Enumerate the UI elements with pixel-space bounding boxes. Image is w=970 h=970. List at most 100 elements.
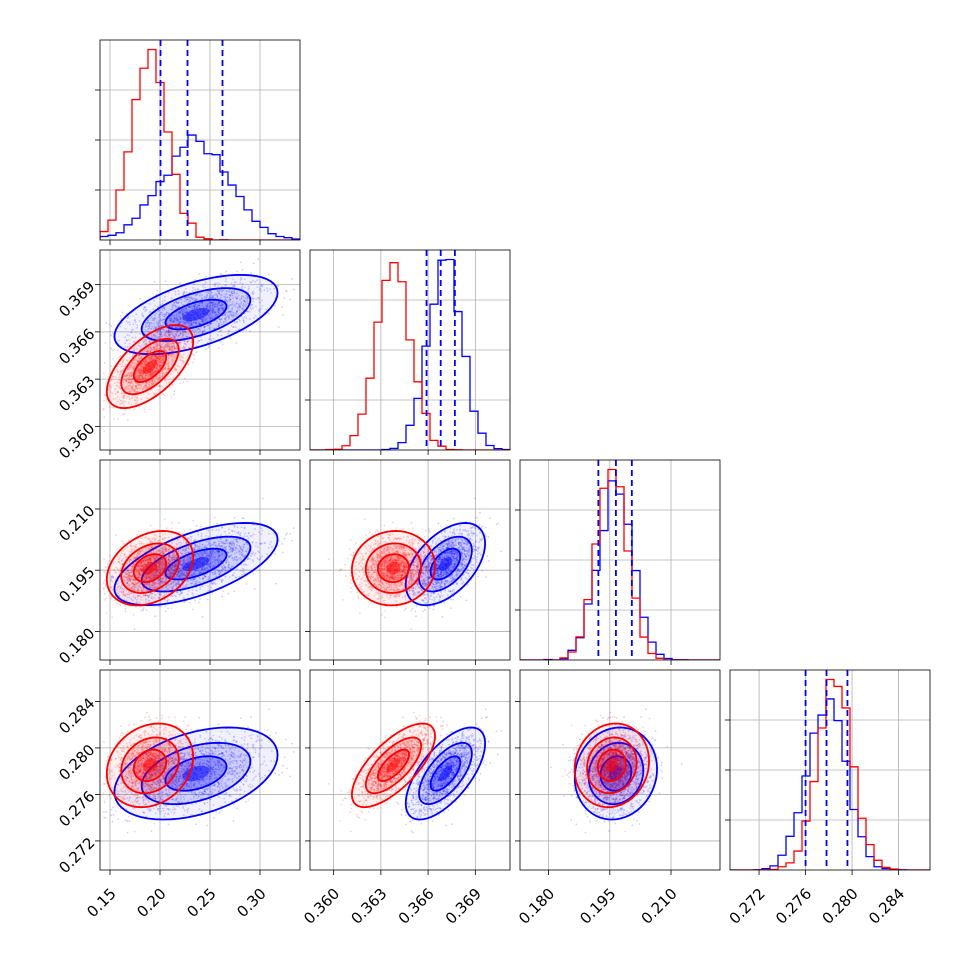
sample-point [137, 369, 140, 372]
sample-point [158, 320, 161, 323]
sample-point [234, 281, 237, 284]
sample-point [148, 348, 150, 351]
sample-point [227, 311, 230, 314]
sample-point [199, 598, 201, 601]
sample-point [201, 297, 204, 300]
sample-point [186, 340, 189, 343]
sample-point [181, 312, 184, 315]
sample-point [229, 294, 232, 296]
sample-point [150, 349, 153, 351]
sample-point [124, 327, 127, 330]
sample-point [180, 336, 182, 339]
sample-point [128, 339, 130, 341]
sample-point [138, 374, 141, 376]
sample-point [173, 304, 176, 307]
sample-point [171, 332, 174, 335]
sample-point [249, 281, 252, 284]
sample-point [190, 323, 193, 326]
sample-point [126, 377, 128, 380]
sample-point [172, 320, 175, 323]
sample-point [209, 312, 212, 315]
sample-point [216, 522, 218, 525]
sample-point [226, 314, 229, 316]
sample-point [174, 290, 177, 293]
sample-point [102, 582, 105, 585]
sample-point [210, 294, 213, 297]
sample-point [148, 357, 151, 360]
sample-point [119, 325, 122, 328]
sample-point [196, 292, 199, 295]
sample-point [231, 303, 234, 305]
sample-point [193, 331, 196, 334]
sample-point [136, 377, 138, 380]
sample-point [148, 381, 151, 384]
sample-point [103, 416, 106, 419]
sample-point [155, 335, 157, 338]
sample-point [167, 329, 170, 332]
sample-point [167, 330, 170, 333]
sample-point [209, 296, 212, 299]
sample-point [153, 358, 155, 360]
sample-point [216, 290, 219, 293]
sample-point [210, 309, 213, 312]
sample-point [185, 322, 187, 325]
sample-point [109, 391, 112, 393]
sample-point [130, 379, 133, 381]
sample-point [197, 340, 200, 342]
sample-point [138, 383, 140, 386]
sample-point [128, 368, 131, 370]
sample-point [159, 357, 162, 359]
sample-point [120, 365, 123, 368]
sample-point [225, 311, 228, 314]
sample-point [194, 303, 197, 306]
sample-point [187, 322, 190, 325]
sample-point [176, 371, 179, 374]
sample-point [217, 324, 220, 327]
sample-point [234, 314, 237, 316]
sample-point [126, 359, 129, 362]
sample-point [170, 318, 173, 320]
sample-point [161, 308, 164, 311]
sample-point [212, 296, 215, 299]
sample-point [114, 375, 117, 378]
sample-point [233, 590, 236, 593]
sample-point [185, 311, 188, 314]
sample-point [204, 348, 207, 351]
sample-point [235, 309, 238, 312]
sample-point [103, 399, 106, 402]
sample-point [150, 358, 153, 361]
sample-point [162, 328, 164, 331]
sample-point [198, 304, 201, 307]
sample-point [231, 307, 234, 310]
sample-point [121, 392, 123, 395]
sample-point [242, 285, 244, 288]
sample-point [153, 319, 156, 322]
sample-point [155, 321, 158, 324]
sample-point [150, 315, 153, 318]
sample-point [175, 305, 177, 308]
sample-point [157, 324, 160, 326]
sample-point [124, 604, 127, 607]
sample-point [179, 359, 182, 362]
sample-point [249, 330, 252, 333]
sample-point [181, 313, 184, 316]
sample-point [240, 302, 242, 305]
sample-point [145, 350, 148, 353]
sample-point [164, 605, 167, 608]
sample-point [173, 315, 176, 317]
sample-point [209, 305, 212, 308]
sample-point [202, 316, 205, 319]
sample-point [192, 304, 195, 307]
sample-point [128, 387, 130, 390]
sample-point [175, 369, 178, 372]
sample-point [193, 305, 196, 308]
sample-point [147, 340, 150, 343]
sample-point [241, 282, 244, 285]
sample-point [155, 296, 158, 299]
sample-point [210, 339, 213, 342]
sample-point [167, 607, 169, 610]
sample-point [306, 512, 308, 514]
sample-point [134, 385, 137, 388]
sample-point [202, 331, 204, 334]
sample-point [141, 351, 143, 353]
